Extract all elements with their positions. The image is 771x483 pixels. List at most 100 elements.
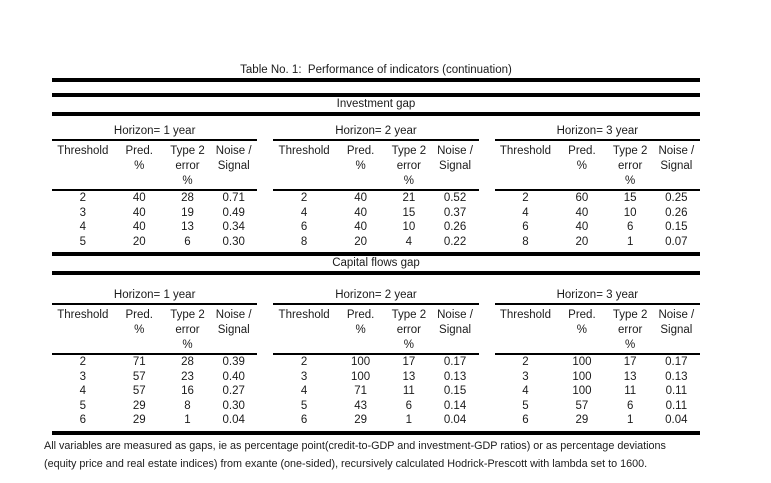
table-row: 4 57 16 0.27 — [52, 384, 257, 399]
table-row: 6 29 1 0.04 — [273, 413, 478, 428]
table-cell: 16 — [181, 385, 194, 397]
table-cell: 29 — [132, 399, 146, 412]
table-header-row: Threshold Pred.% Type 2 error% Noise / Signal — [495, 305, 700, 353]
table-body: 2 40 28 0.71 3 40 19 0.49 4 40 13 0.34 5 20 6 0.30 — [52, 189, 258, 249]
table-cell: 0.34 — [222, 221, 245, 233]
table-cell: 4 — [300, 385, 308, 397]
column-header: Threshold — [278, 309, 330, 321]
table-cell: 57 — [575, 399, 589, 412]
table-cell: 6 — [522, 221, 529, 233]
table-cell: 0.30 — [222, 235, 245, 248]
table-cell: 8 — [522, 235, 529, 248]
column-header: Type 2 error% — [391, 145, 427, 187]
table-cell: 0.25 — [665, 192, 688, 204]
table-cell: 2 — [300, 192, 308, 204]
column-header: Threshold — [499, 309, 552, 321]
table-cell: 29 — [132, 414, 146, 426]
table-cell: 0.04 — [665, 414, 688, 426]
capital-flows-gap-tables: Horizon= 1 year Threshold Pred.% Type 2 err… — [52, 288, 700, 428]
table-row: 6 29 1 0.04 — [52, 413, 257, 428]
table-cell: 0.40 — [222, 370, 245, 383]
table-row: 3 40 19 0.49 — [52, 206, 257, 221]
table-cell: 0.39 — [222, 356, 245, 368]
column-header: Pred.% — [125, 309, 154, 336]
table-row: 6 29 1 0.04 — [495, 413, 700, 428]
table-sheet: Table No. 1: Performance of indicators (… — [52, 0, 700, 435]
horizon-label: Horizon= 3 year — [494, 288, 700, 305]
table-cell: 100 — [572, 370, 592, 383]
table-cell: 0.11 — [665, 399, 688, 412]
table-cell: 2 — [79, 192, 86, 204]
column-header: Pred.% — [568, 145, 596, 172]
table-body: 2 40 21 0.52 4 40 15 0.37 6 40 10 0.26 8 20 4 0.22 — [273, 189, 479, 249]
table-cell: 21 — [402, 192, 416, 204]
table-header-row: Threshold Pred.% Type 2 error% Noise / Signal — [273, 141, 478, 189]
table-cell: 20 — [575, 235, 589, 248]
table-horizon-1: Horizon= 1 year Threshold Pred.% Type 2 err… — [52, 288, 258, 428]
table-cell: 2 — [522, 192, 529, 204]
table-cell: 2 — [300, 356, 308, 368]
table-cell: 6 — [522, 414, 529, 426]
table-cell: 0.17 — [665, 356, 688, 368]
table-cell: 11 — [402, 385, 415, 397]
table-row: 6 40 6 0.15 — [495, 220, 700, 235]
table-cell: 3 — [79, 370, 86, 383]
footnotes: All variables are measured as gaps, ie a… — [44, 437, 744, 473]
column-header: Pred.% — [346, 309, 375, 336]
table-cell: 0.15 — [665, 221, 688, 233]
horizontal-rule-bottom — [52, 430, 700, 435]
table-cell: 3 — [79, 206, 86, 219]
column-header: Noise / Signal — [437, 145, 473, 172]
table-cell: 8 — [300, 235, 308, 248]
table-cell: 40 — [575, 221, 589, 233]
table-cell: 15 — [402, 206, 416, 219]
table-horizon-3: Horizon= 3 year Threshold Pred.% Type 2 err… — [494, 288, 700, 428]
table-cell: 6 — [184, 235, 191, 248]
column-header: Threshold — [57, 145, 109, 157]
table-cell: 29 — [575, 414, 589, 426]
footnote-line-2: (equity price and real estate indices) f… — [44, 458, 648, 470]
column-header: Threshold — [278, 145, 330, 157]
table-cell: 6 — [405, 399, 413, 412]
section-label-capital-flows-gap: Capital flows gap — [332, 257, 420, 269]
table-row: 2 100 17 0.17 — [495, 355, 700, 370]
column-header: Type 2 error% — [391, 309, 427, 351]
table-header-row: Threshold Pred.% Type 2 error% Noise / Signal — [52, 305, 257, 353]
section-label-investment-gap: Investment gap — [336, 98, 416, 110]
table-cell: 17 — [623, 356, 637, 368]
table-cell: 57 — [132, 385, 146, 397]
table-row: 2 40 28 0.71 — [52, 191, 257, 206]
table-header-row: Threshold Pred.% Type 2 error% Noise / Signal — [495, 141, 700, 189]
table-horizon-3: Horizon= 3 year Threshold Pred.% Type 2 err… — [494, 124, 700, 249]
table-cell: 2 — [79, 356, 86, 368]
table-cell: 0.17 — [443, 356, 467, 368]
table-cell: 1 — [626, 235, 634, 248]
table-cell: 40 — [354, 206, 367, 219]
table-cell: 6 — [79, 414, 86, 426]
column-header: Threshold — [57, 309, 109, 321]
table-body: 2 60 15 0.25 4 40 10 0.26 6 40 6 0.15 8 20 1 0.07 — [494, 189, 700, 249]
table-cell: 28 — [181, 356, 194, 368]
table-cell: 10 — [623, 206, 637, 219]
table-cell: 0.11 — [665, 385, 688, 397]
table-row: 2 71 28 0.39 — [52, 355, 257, 370]
table-cell: 19 — [181, 206, 194, 219]
table-row: 5 57 6 0.11 — [495, 399, 700, 414]
table-cell: 0.49 — [222, 206, 245, 219]
table-cell: 4 — [79, 221, 86, 233]
table-cell: 40 — [132, 221, 146, 233]
table-cell: 0.22 — [443, 235, 467, 248]
horizon-label: Horizon= 2 year — [273, 288, 479, 305]
column-header: Pred.% — [346, 145, 375, 172]
table-cell: 5 — [79, 235, 86, 248]
table-cell: 0.04 — [222, 414, 245, 426]
table-cell: 6 — [300, 414, 308, 426]
table-cell: 6 — [300, 221, 308, 233]
table-cell: 0.04 — [443, 414, 467, 426]
table-cell: 20 — [354, 235, 367, 248]
table-cell: 5 — [300, 399, 308, 412]
table-cell: 57 — [132, 370, 146, 383]
table-cell: 8 — [184, 399, 191, 412]
table-cell: 6 — [626, 399, 634, 412]
